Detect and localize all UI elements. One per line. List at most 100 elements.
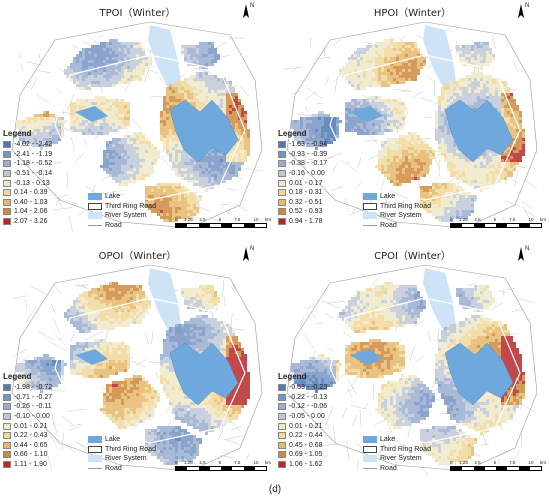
scale-tick-label: 5 <box>218 217 222 222</box>
scale-tick-label: 5 <box>493 217 497 222</box>
legend-label: River System <box>105 455 147 462</box>
legend-label: -0.51 - -0.14 <box>14 170 53 178</box>
legend-label: Third Ring Road <box>380 202 431 210</box>
panel-title: CPOI（Winter） <box>374 251 451 262</box>
legend-title: Legend <box>278 372 307 381</box>
legend-feature-ring_road: Third Ring Road <box>88 202 156 212</box>
lake <box>75 106 108 122</box>
scale-tick-label: 10 <box>253 460 259 465</box>
scale-tick-label: 7.5 <box>509 217 516 222</box>
legend-swatch <box>278 384 286 392</box>
legend-swatch <box>3 150 11 158</box>
legend-class: -0.26 - -0.11 <box>3 402 52 412</box>
legend-label: 0.94 - 1.78 <box>289 218 323 226</box>
legend-title: Legend <box>278 129 307 138</box>
legend-label: Lake <box>105 436 121 443</box>
lake <box>350 349 383 365</box>
legend-label: Lake <box>380 436 396 443</box>
lake <box>350 106 383 122</box>
scale-tick-label: 1.25 <box>184 217 193 222</box>
legend-class: -0.51 - -0.14 <box>3 169 52 179</box>
legend-class: -0.71 - -0.27 <box>3 393 52 403</box>
legend-swatch <box>363 445 377 453</box>
map-panel-hpoi: HPOI（Winter） N Legend -1.63 - -0.94 -0.93 - … <box>275 0 550 240</box>
legend-swatch <box>3 432 11 440</box>
legend-label: 0.01 - 0.21 <box>14 422 48 430</box>
city-boundary <box>286 264 538 472</box>
scale-unit: km <box>539 217 546 222</box>
legend-feature-road: Road <box>88 221 156 231</box>
scale-tick-label: 10 <box>528 460 534 465</box>
third-ring-road <box>54 54 246 201</box>
legend-label: 0.66 - 1.10 <box>14 451 48 459</box>
legend-label: River System <box>105 212 147 219</box>
legend-label: -0.71 - -0.27 <box>14 393 53 401</box>
choropleth-map <box>11 21 264 232</box>
legend-class: -0.12 - -0.06 <box>278 402 327 412</box>
scale-unit: km <box>264 217 271 222</box>
legend-class: 0.40 - 1.03 <box>3 198 52 208</box>
legend-swatch <box>3 393 11 401</box>
lake <box>444 99 514 163</box>
legend-class: 0.22 - 0.44 <box>278 431 327 441</box>
scale-tick-label: 2.5 <box>199 217 206 222</box>
legend-label: -1.18 - -0.52 <box>14 160 53 168</box>
legend-label: 0.22 - 0.43 <box>14 432 48 440</box>
legend-features: Lake Third Ring Road River System Road <box>88 192 156 230</box>
third-ring-road <box>329 297 521 444</box>
legend-class: -0.53 - -0.23 <box>278 383 327 393</box>
legend-swatch <box>278 208 286 216</box>
legend-title: Legend <box>3 372 32 381</box>
scale-tick-label: 1.25 <box>184 460 193 465</box>
scale-bar: 0 1.25 2.5 5 7.5 10 km <box>450 460 546 471</box>
legend-class: -1.18 - -0.52 <box>3 159 52 169</box>
legend-swatch <box>3 451 11 459</box>
legend-features: Lake Third Ring Road River System Road <box>363 435 431 473</box>
legend-swatch <box>363 436 377 444</box>
choropleth-map <box>9 264 263 472</box>
lake <box>169 99 239 163</box>
legend: Legend -1.63 - -0.94 -0.93 - -0.39 -0.38 - … <box>278 129 327 226</box>
legend-swatch <box>363 193 377 201</box>
legend-title: Legend <box>3 129 32 138</box>
legend-class: -1.63 - -0.94 <box>278 140 327 150</box>
legend-swatch <box>3 208 11 216</box>
legend-class: -4.02 - -2.42 <box>3 140 52 150</box>
legend-label: 2.07 - 3.26 <box>14 218 48 226</box>
legend-label: Third Ring Road <box>380 445 431 453</box>
scale-tick-label: 0 <box>450 460 453 465</box>
scale-tick-label: 5 <box>493 460 497 465</box>
legend-swatch <box>363 202 377 210</box>
lake <box>169 342 239 406</box>
legend-class: 0.32 - 0.51 <box>278 198 327 208</box>
legend-swatch <box>3 413 11 421</box>
legend-class: 0.69 - 1.05 <box>278 450 327 460</box>
scale-tick-label: 2.5 <box>199 460 206 465</box>
scale-tick-label: 1.25 <box>459 460 468 465</box>
legend-swatch <box>3 170 11 178</box>
legend-label: 0.40 - 1.03 <box>14 198 48 206</box>
legend-label: 1.04 - 2.06 <box>14 208 48 216</box>
legend-label: -0.10 - 0.00 <box>14 413 50 421</box>
legend-label: -0.05 - 0.00 <box>289 413 325 421</box>
legend-label: -0.16 - 0.00 <box>289 170 325 178</box>
legend-label: -0.93 - -0.39 <box>289 150 328 158</box>
legend-class: 0.01 - 0.17 <box>278 178 327 188</box>
scale-unit: km <box>539 460 546 465</box>
legend-label: Road <box>105 221 122 229</box>
legend-label: 0.01 - 0.17 <box>289 179 323 187</box>
legend-label: Third Ring Road <box>105 445 156 453</box>
legend-class: -0.10 - 0.00 <box>3 412 52 422</box>
legend-feature-river: River System <box>363 211 431 221</box>
legend-swatch <box>278 422 286 430</box>
legend-swatch <box>363 467 377 469</box>
north-arrow-icon: N <box>242 246 256 264</box>
legend-feature-lake: Lake <box>363 435 431 445</box>
scale-tick-label: 10 <box>253 217 259 222</box>
legend-label: Road <box>380 221 397 229</box>
legend-swatch <box>3 189 11 197</box>
legend-swatch <box>88 193 102 201</box>
river-system <box>423 268 457 338</box>
map-panel-opoi: OPOI（Winter） N Legend -1.98 - -0.72 -0.71 - … <box>0 243 275 483</box>
legend-class: -0.38 - -0.17 <box>278 159 327 169</box>
